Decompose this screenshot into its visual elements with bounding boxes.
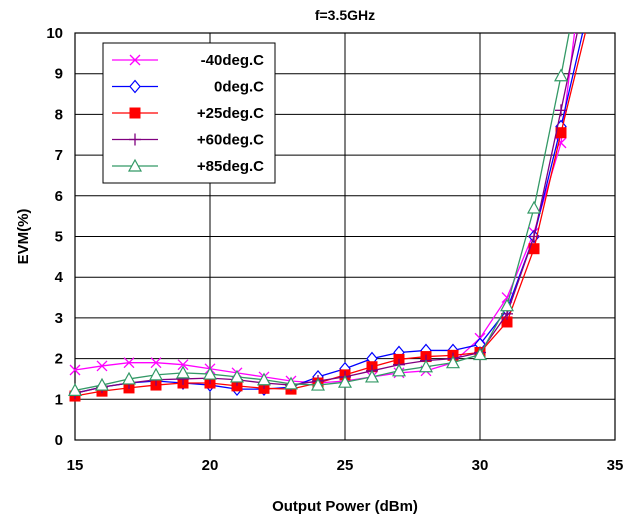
legend-label: 0deg.C: [214, 79, 264, 96]
x-tick-label: 20: [202, 457, 219, 474]
data-point: [553, 68, 569, 82]
data-point: [69, 364, 81, 376]
data-point: [283, 376, 299, 390]
data-point: [202, 366, 218, 380]
legend-label: +85deg.C: [197, 158, 264, 175]
x-tick-label: 30: [472, 457, 489, 474]
data-point: [337, 374, 353, 388]
data-point: [526, 200, 542, 214]
y-tick-label: 8: [55, 106, 63, 123]
y-tick-label: 2: [55, 351, 63, 368]
legend-item: -40deg.C: [112, 52, 264, 69]
data-point: [528, 230, 540, 243]
legend-marker: [129, 133, 141, 146]
data-point: [555, 104, 567, 117]
data-point: [256, 372, 272, 386]
data-point: [67, 383, 83, 396]
chart-title: f=3.5GHz: [315, 7, 375, 23]
y-tick-label: 5: [55, 229, 63, 246]
data-point: [499, 298, 515, 312]
data-point: [123, 357, 135, 369]
legend-marker: [129, 107, 141, 119]
legend-item: +85deg.C: [112, 158, 264, 175]
x-tick-label: 25: [337, 457, 354, 474]
series-line: [74, 32, 570, 391]
y-axis-label: EVM(%): [15, 209, 32, 265]
series-line: [74, 32, 576, 384]
legend-label: +25deg.C: [197, 105, 264, 122]
legend: -40deg.C 0deg.C +25deg.C +60deg.C +85deg.C: [102, 42, 276, 184]
legend-label: -40deg.C: [201, 52, 265, 69]
y-tick-label: 10: [46, 25, 63, 42]
data-point: [418, 359, 434, 373]
legend-item: +25deg.C: [112, 105, 264, 122]
legend-marker: [129, 54, 141, 66]
data-point: [150, 357, 162, 369]
data-point: [94, 377, 110, 391]
data-point: [391, 363, 407, 377]
y-tick-label: 6: [55, 188, 63, 205]
y-tick-label: 0: [55, 432, 63, 449]
data-point: [528, 243, 540, 255]
y-tick-label: 7: [55, 147, 63, 164]
data-point: [229, 369, 245, 383]
data-point: [472, 347, 488, 361]
x-tick-label: 15: [67, 457, 84, 474]
x-tick-label: 35: [607, 457, 624, 474]
data-point: [148, 367, 164, 381]
legend-marker: [127, 158, 143, 172]
data-point: [310, 377, 326, 391]
data-point: [175, 365, 191, 379]
series-5: [67, 32, 570, 396]
x-axis-label: Output Power (dBm): [272, 498, 418, 515]
legend-label: +60deg.C: [197, 132, 264, 149]
tick-labels: 0 1 2 3 4 5 6 7 8 9 10 15 20 25 30 35: [46, 25, 623, 474]
data-point: [364, 369, 380, 383]
y-tick-label: 9: [55, 66, 63, 83]
data-point: [445, 355, 461, 369]
legend-item: +60deg.C: [112, 132, 264, 149]
y-tick-label: 4: [55, 269, 64, 286]
y-tick-label: 1: [55, 391, 63, 408]
series-layer: [67, 32, 586, 402]
legend-item: 0deg.C: [112, 79, 264, 96]
y-tick-label: 3: [55, 310, 63, 327]
data-point: [96, 360, 108, 372]
data-point: [177, 359, 189, 371]
legend-marker: [129, 79, 141, 94]
data-point: [121, 371, 137, 385]
plot-area: [74, 32, 616, 441]
